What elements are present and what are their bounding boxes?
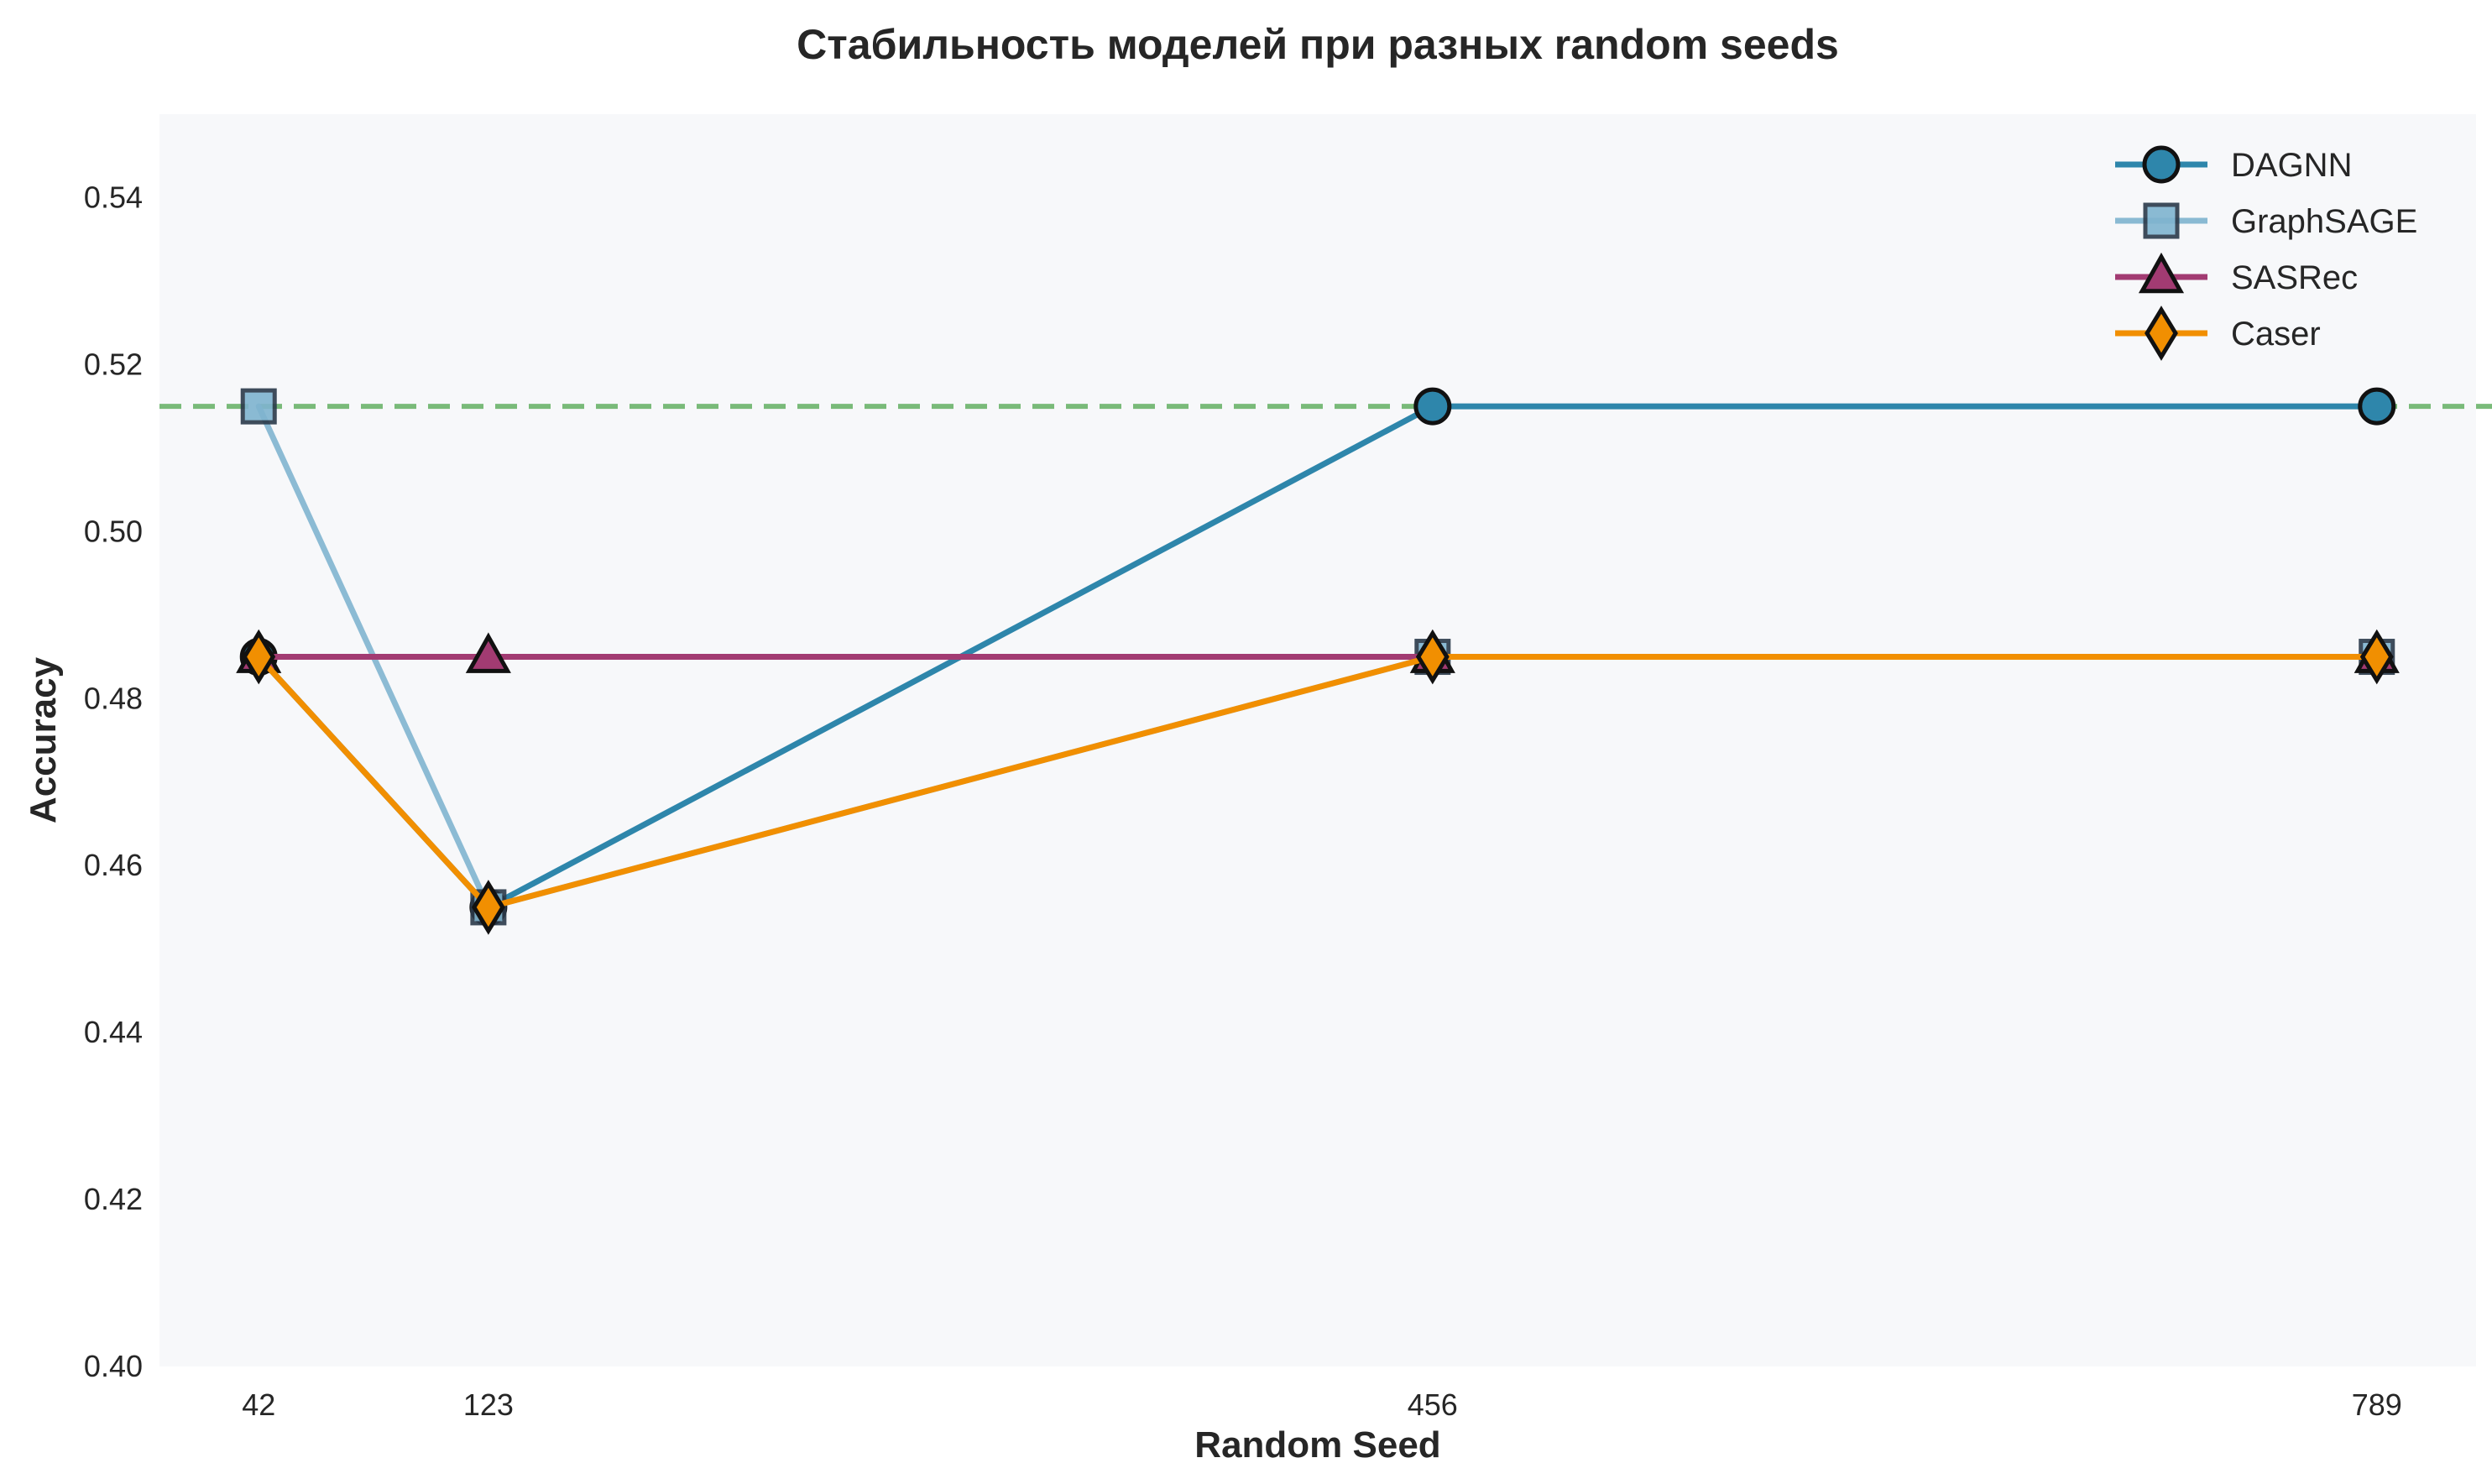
y-tick-label: 0.44 xyxy=(84,1015,143,1049)
data-point-caser xyxy=(242,629,276,685)
x-tick-label: 42 xyxy=(242,1387,275,1422)
series-line-caser xyxy=(255,654,2380,911)
legend-label: SASRec xyxy=(2231,259,2358,296)
legend-entry-caser: Caser xyxy=(2115,306,2321,361)
legend-entry-dagnn: DAGNN xyxy=(2115,145,2352,184)
legend-entry-sasrec: SASRec xyxy=(2115,252,2358,296)
y-tick-label: 0.40 xyxy=(84,1349,143,1383)
data-point-dagnn xyxy=(1413,387,1452,426)
y-tick-label: 0.52 xyxy=(84,347,143,381)
data-point-caser xyxy=(471,880,505,935)
legend-label: Caser xyxy=(2231,316,2321,353)
legend-swatch-marker xyxy=(2142,145,2181,184)
data-point-dagnn xyxy=(2358,387,2396,426)
y-tick-label: 0.42 xyxy=(84,1182,143,1216)
y-tick-label: 0.46 xyxy=(84,848,143,882)
legend-swatch-marker xyxy=(2138,252,2185,294)
legend-swatch-marker xyxy=(2145,306,2178,361)
y-tick-label: 0.48 xyxy=(84,681,143,715)
x-tick-label: 456 xyxy=(1408,1387,1458,1422)
legend-entry-graphsage: GraphSAGE xyxy=(2115,202,2417,240)
series-caser xyxy=(242,629,2394,935)
y-axis-ticks: 0.40 0.42 0.44 0.46 0.48 0.50 0.52 0.54 xyxy=(84,180,143,1383)
x-axis-label: Random Seed xyxy=(1194,1424,1440,1466)
x-tick-label: 789 xyxy=(2352,1387,2402,1422)
y-tick-label: 0.50 xyxy=(84,514,143,548)
data-point-graphsage xyxy=(240,388,277,425)
legend-label: DAGNN xyxy=(2231,147,2352,184)
y-axis-label: Accuracy xyxy=(23,656,64,823)
data-point-caser xyxy=(2359,629,2394,685)
plot-area xyxy=(159,114,2476,1366)
legend-swatch-marker xyxy=(2143,202,2180,239)
chart-title: Стабильность моделей при разных random s… xyxy=(797,21,1839,68)
data-point-sasrec xyxy=(465,632,511,673)
legend-label: GraphSAGE xyxy=(2231,203,2417,240)
x-tick-label: 123 xyxy=(463,1387,514,1422)
y-tick-label: 0.54 xyxy=(84,180,143,214)
series-layer xyxy=(236,387,2400,935)
legend: DAGNN GraphSAGE SASRec Caser xyxy=(2115,145,2417,361)
x-axis-ticks: 42 123 456 789 xyxy=(242,1387,2402,1422)
data-point-caser xyxy=(1415,629,1450,685)
